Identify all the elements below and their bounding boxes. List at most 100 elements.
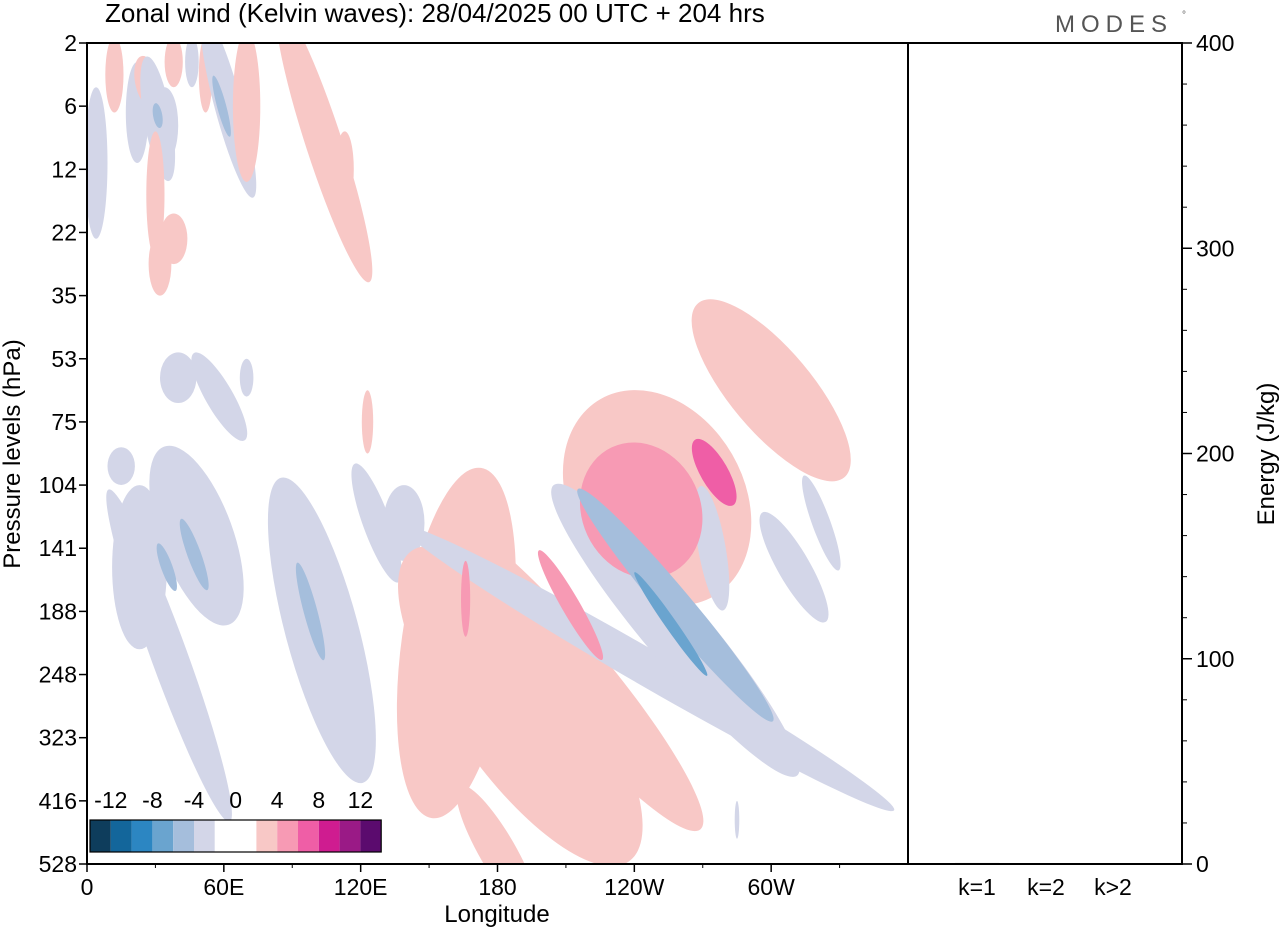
easterly-anomaly-25 — [156, 543, 177, 592]
x-tick-label-120E: 120E — [334, 874, 388, 900]
hovmoller-field — [87, 43, 908, 864]
westerly-anomaly-35 — [398, 545, 643, 864]
easterly-anomaly-31 — [383, 485, 425, 561]
y-tick-label-528: 528 — [39, 851, 77, 877]
colorbar-swatch-4 — [173, 820, 194, 852]
easterly-anomaly-21 — [239, 358, 254, 397]
westerly-anomaly-1 — [105, 43, 124, 113]
brand-mark: ° — [1182, 10, 1186, 21]
x-tick-label-60E: 60E — [203, 874, 244, 900]
easterly-anomaly-26 — [179, 518, 209, 591]
colorbar-label-12: 12 — [348, 787, 374, 813]
westerly-anomaly-32 — [361, 390, 374, 454]
westerly-anomaly-7 — [146, 131, 165, 258]
energy-tick-label-100: 100 — [1196, 646, 1234, 672]
energy-bars: k=1 k=2 k>2 — [955, 862, 1135, 900]
easterly-anomaly-20 — [191, 352, 248, 441]
colorbar-swatch-1 — [110, 820, 132, 852]
energy-category-label-k>2: k>2 — [1094, 874, 1132, 900]
colorbar-swatch-6 — [214, 820, 236, 852]
easterly-anomaly-24 — [106, 489, 232, 822]
energy-tick-label-0: 0 — [1196, 851, 1209, 877]
y-tick-label-416: 416 — [39, 788, 77, 814]
colorbar-label-4: 4 — [271, 787, 284, 813]
energy-plot-frame — [907, 42, 1183, 865]
easterly-anomaly-22 — [107, 447, 135, 485]
energy-bar-k=1 — [955, 862, 999, 864]
longitude-axis: 0 60E 120E 180 120W 60W — [81, 864, 841, 900]
x-axis-label: Longitude — [444, 901, 549, 928]
y-tick-label-6: 6 — [64, 93, 77, 119]
colorbar-legend: -12 -8 -4 0 4 8 12 — [89, 787, 382, 853]
x-tick-label-60W: 60W — [748, 874, 796, 900]
easterly-anomaly-50 — [734, 800, 740, 839]
energy-tick-label-400: 400 — [1196, 30, 1234, 56]
westerly-anomaly-34 — [461, 560, 471, 637]
y-tick-label-35: 35 — [51, 283, 77, 309]
x-tick-label-120W: 120W — [604, 874, 664, 900]
y-tick-label-188: 188 — [39, 598, 77, 624]
energy-bar-k=2 — [1024, 863, 1068, 865]
brand-logo: MODES — [1055, 11, 1173, 38]
colorbar-swatch-3 — [152, 820, 174, 852]
colorbar-swatch-5 — [194, 820, 215, 852]
colorbar-frame — [89, 819, 382, 853]
easterly-anomaly-12 — [185, 43, 199, 88]
easterly-anomaly-30 — [351, 463, 402, 583]
y-tick-label-141: 141 — [39, 535, 77, 561]
x-tick-label-0: 0 — [81, 874, 94, 900]
colorbar-swatch-9 — [277, 820, 298, 852]
easterly-anomaly-45 — [577, 488, 774, 722]
energy-tick-label-200: 200 — [1196, 441, 1234, 467]
y-tick-label-75: 75 — [51, 409, 77, 435]
easterly-anomaly-29 — [295, 562, 326, 661]
easterly-anomaly-27 — [149, 445, 244, 626]
westerly-anomaly-15 — [232, 43, 261, 182]
easterly-anomaly-5 — [152, 103, 163, 129]
westerly-anomaly-38 — [537, 550, 604, 661]
colorbar-label--12: -12 — [94, 787, 127, 813]
y-axis-label: Pressure levels (hPa) — [0, 339, 26, 568]
westerly-anomaly-10 — [148, 232, 172, 296]
colorbar-label--8: -8 — [142, 787, 162, 813]
y-tick-label-53: 53 — [51, 346, 77, 372]
colorbar-swatch-0 — [90, 820, 111, 852]
colorbar-swatch-8 — [256, 820, 278, 852]
y-tick-label-323: 323 — [39, 725, 77, 751]
colorbar-swatch-7 — [235, 820, 257, 852]
easterly-anomaly-14 — [212, 75, 231, 137]
y-tick-label-248: 248 — [39, 662, 77, 688]
y-tick-label-22: 22 — [51, 219, 77, 245]
easterly-anomaly-19 — [160, 352, 197, 404]
pressure-axis: 2 6 12 22 35 53 75 104 141 188 248 323 416 528 — [39, 30, 87, 877]
colorbar-swatch-11 — [318, 820, 340, 852]
energy-axis: 0 100 200 300 400 — [1182, 30, 1234, 877]
westerly-anomaly-36 — [456, 785, 539, 864]
westerly-anomaly-18 — [335, 131, 354, 208]
easterly-anomaly-49 — [802, 475, 841, 571]
energy-category-label-k=1: k=1 — [958, 874, 996, 900]
westerly-anomaly-42 — [691, 299, 851, 482]
colorbar-swatch-13 — [360, 820, 382, 852]
energy-tick-label-300: 300 — [1196, 235, 1234, 261]
colorbar-label--4: -4 — [184, 787, 205, 813]
colorbar-label-8: 8 — [312, 787, 325, 813]
colorbar-swatch-2 — [131, 820, 153, 852]
energy-axis-label: Energy (J/kg) — [1253, 383, 1280, 526]
energy-bar-k>2 — [1091, 863, 1135, 865]
easterly-anomaly-0 — [87, 87, 108, 239]
easterly-anomaly-46 — [634, 572, 708, 676]
easterly-anomaly-47 — [694, 485, 730, 611]
westerly-anomaly-17 — [276, 43, 373, 283]
westerly-anomaly-41 — [691, 438, 737, 506]
colorbar-label-0: 0 — [229, 787, 242, 813]
colorbar-swatch-10 — [298, 820, 319, 852]
colorbar-swatch-12 — [339, 820, 361, 852]
energy-category-label-k=2: k=2 — [1027, 874, 1065, 900]
y-tick-label-12: 12 — [51, 156, 77, 182]
easterly-anomaly-48 — [759, 511, 829, 623]
westerly-anomaly-8 — [164, 43, 183, 88]
y-tick-label-104: 104 — [39, 472, 78, 498]
chart-title: Zonal wind (Kelvin waves): 28/04/2025 00… — [105, 0, 765, 28]
